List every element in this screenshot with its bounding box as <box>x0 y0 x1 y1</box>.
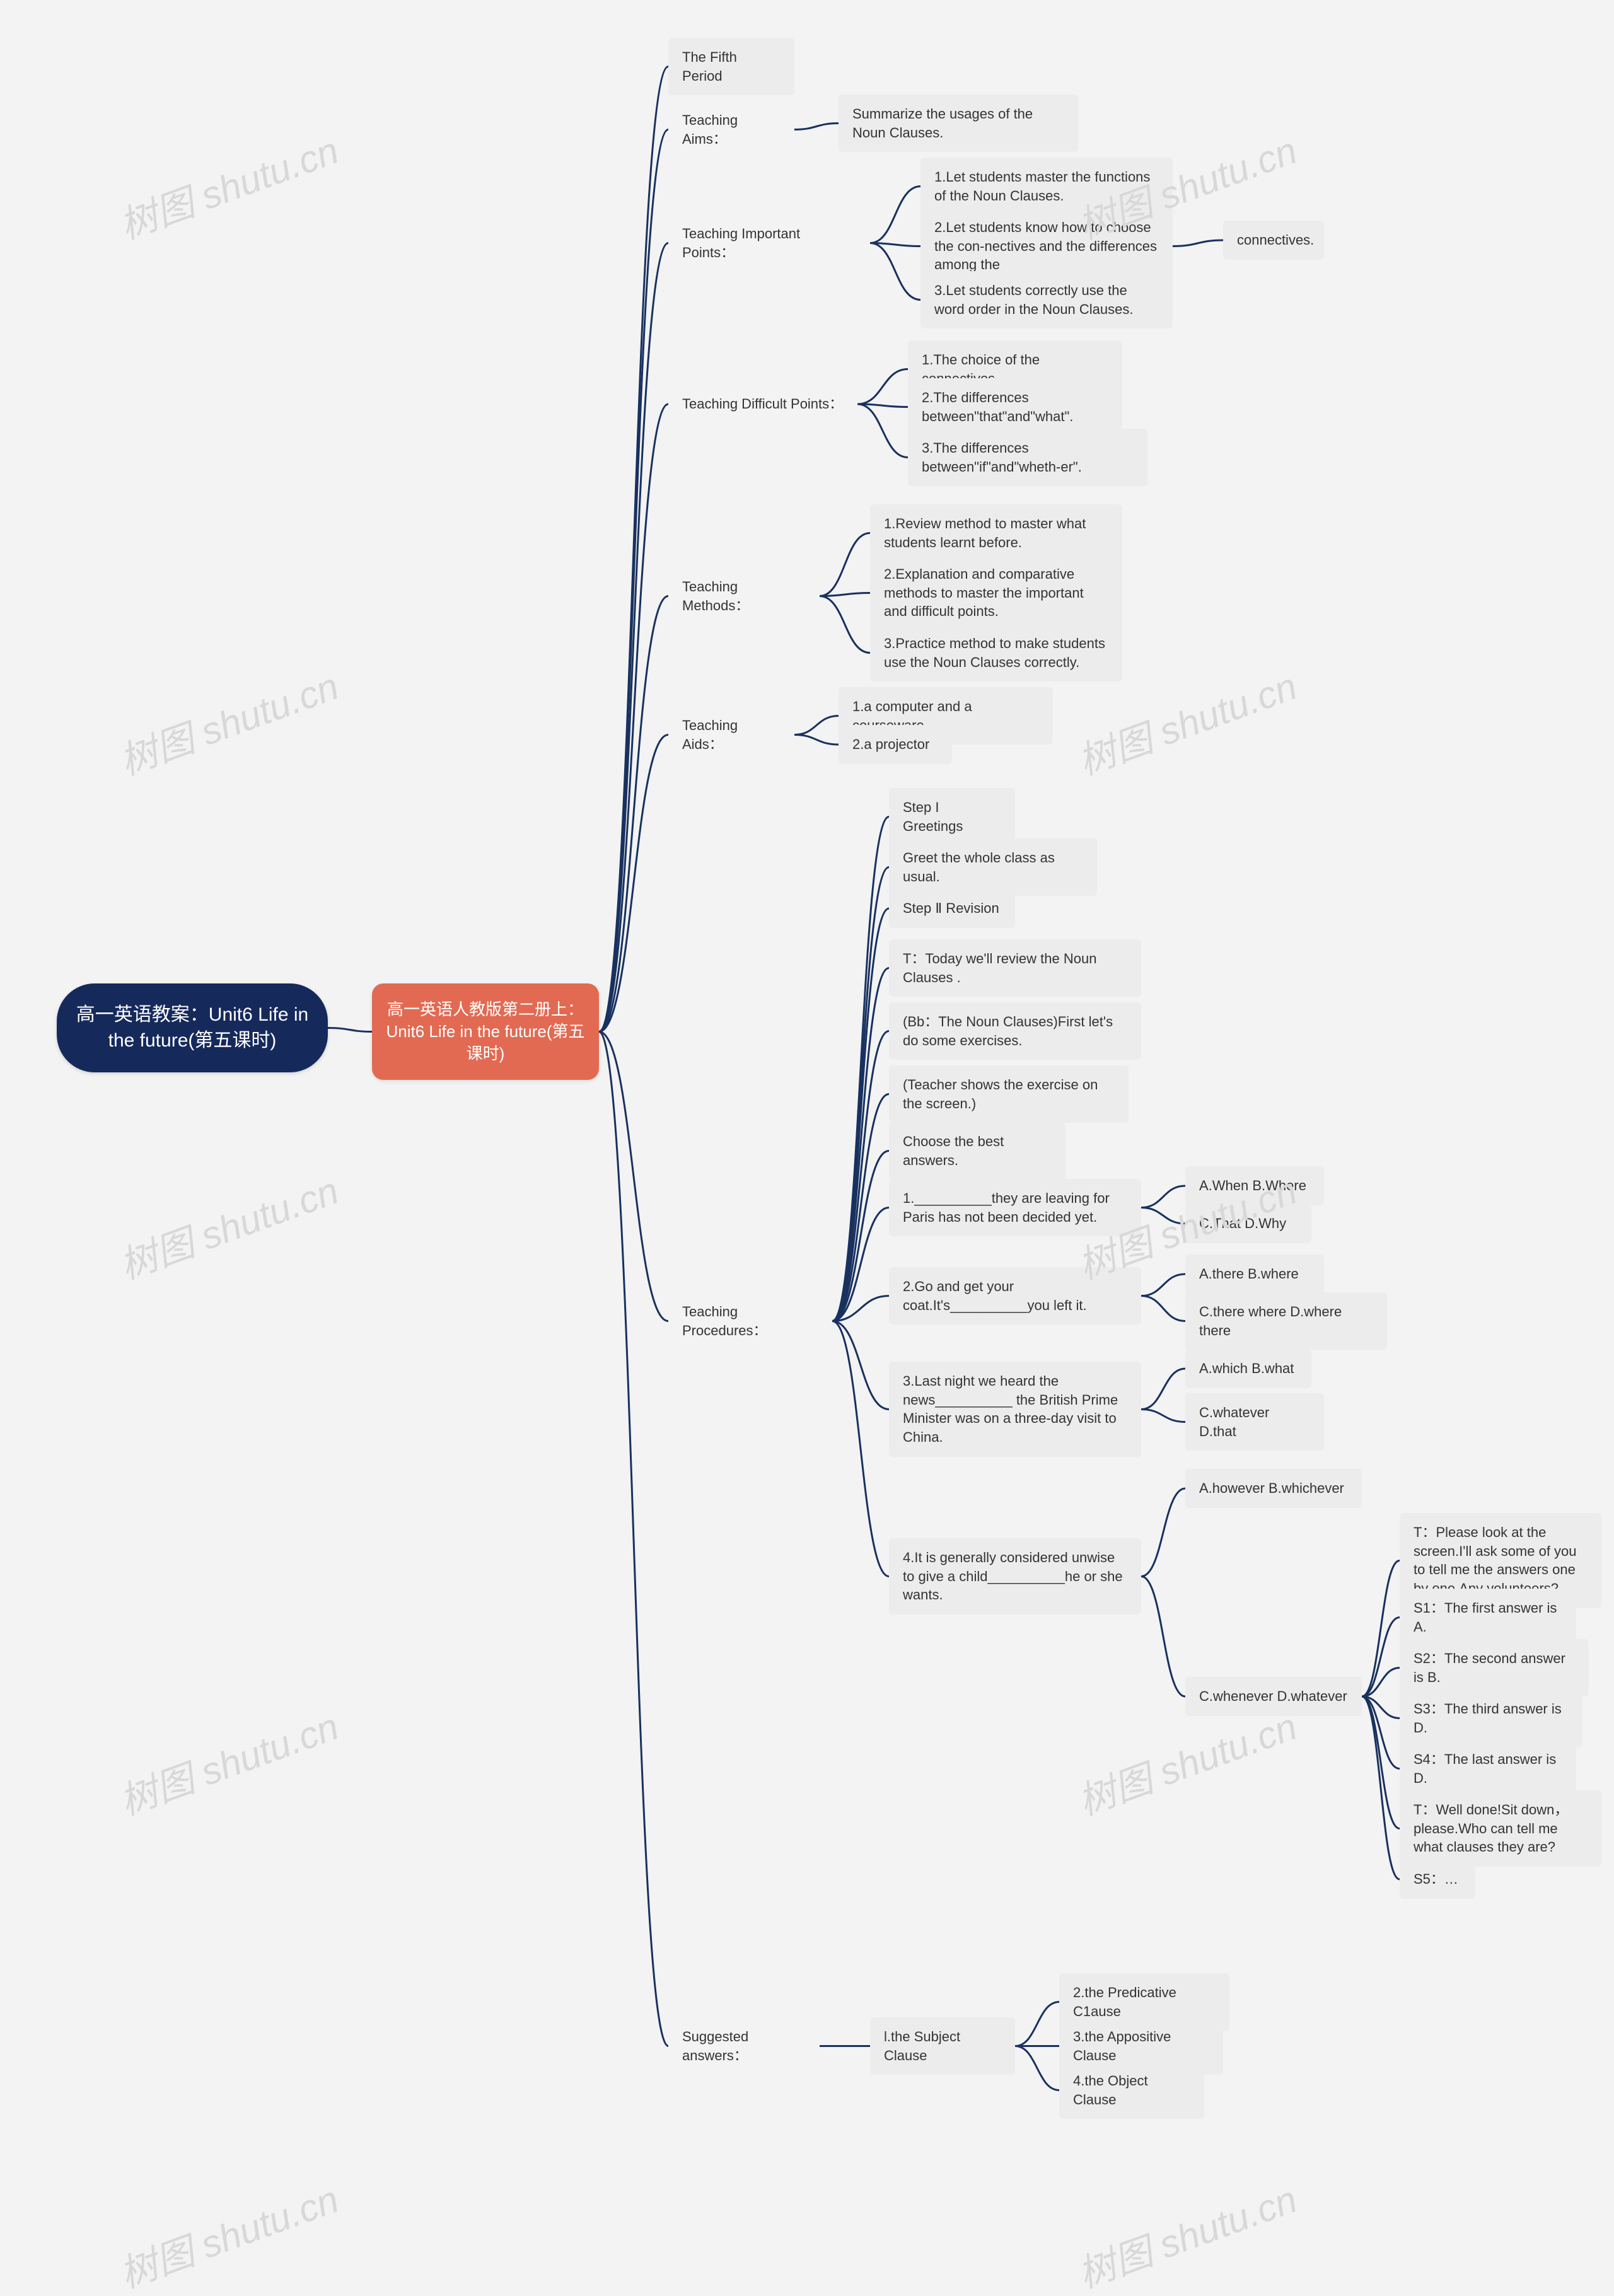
node-l3-4-2: 3.Practice method to make students use t… <box>870 624 1122 681</box>
node-l2-1: Teaching Aims： <box>668 101 794 158</box>
watermark: 树图 shutu.cn <box>111 120 345 250</box>
connector-layer <box>0 0 1614 2296</box>
node-l3-1-0: Summarize the usages of the Noun Clauses… <box>839 95 1078 152</box>
node-l5-2: S2：The second answer is B. <box>1400 1639 1589 1696</box>
mindmap-canvas: 高一英语教案：Unit6 Life in the future(第五课时) 高一英… <box>0 0 1614 2296</box>
node-l4-2-1-0: connectives. <box>1223 221 1324 260</box>
node-l3-6-5: (Teacher shows the exercise on the scree… <box>889 1065 1129 1123</box>
watermark: 树图 shutu.cn <box>111 1696 345 1826</box>
node-l3-6-7: 1.__________they are leaving for Paris h… <box>889 1179 1141 1236</box>
node-l3-6-2: Step Ⅱ Revision <box>889 889 1015 928</box>
node-l3-4-0: 1.Review method to master what students … <box>870 504 1122 562</box>
node-l5-5: T：Well done!Sit down，please.Who can tell… <box>1400 1790 1601 1867</box>
node-l5-6: S5：… <box>1400 1860 1475 1899</box>
node-l3-2-0: 1.Let students master the functions of t… <box>920 158 1173 215</box>
node-l3-2-2: 3.Let students correctly use the word or… <box>920 271 1173 328</box>
node-l3-6-9: 3.Last night we heard the news__________… <box>889 1362 1141 1457</box>
node-sub: 高一英语人教版第二册上：Unit6 Life in the future(第五课… <box>372 983 599 1080</box>
node-l3-5-1: 2.a projector <box>839 725 952 764</box>
node-l4-6-9-0: A.which B.what <box>1185 1349 1311 1388</box>
node-l5-1: S1：The first answer is A. <box>1400 1589 1576 1646</box>
watermark: 树图 shutu.cn <box>111 2169 345 2296</box>
node-l2-7: Suggested answers： <box>668 2017 820 2075</box>
node-l4-6-9-1: C.whatever D.that <box>1185 1393 1324 1451</box>
node-l4-6-7-0: A.When B.Where <box>1185 1166 1324 1205</box>
node-l3-6-3: T：Today we'll review the Noun Clauses . <box>889 939 1141 997</box>
node-l4-6-8-0: A.there B.where <box>1185 1255 1324 1294</box>
node-l5-4: S4：The last answer is D. <box>1400 1740 1576 1797</box>
node-l2-0: The Fifth Period <box>668 38 794 95</box>
node-root: 高一英语教案：Unit6 Life in the future(第五课时) <box>57 983 328 1072</box>
node-l3-6-6: Choose the best answers. <box>889 1122 1065 1180</box>
watermark: 树图 shutu.cn <box>111 656 345 786</box>
node-l3-7-0: l.the Subject Clause <box>870 2017 1015 2075</box>
node-l2-5: Teaching Aids： <box>668 706 794 763</box>
node-l3-4-1: 2.Explanation and comparative methods to… <box>870 555 1122 631</box>
node-l4-6-10-1: C.whenever D.whatever <box>1185 1677 1362 1716</box>
node-l3-6-8: 2.Go and get your coat.It's__________you… <box>889 1267 1141 1325</box>
node-l4-6-8-1: C.there where D.where there <box>1185 1292 1387 1350</box>
node-l3-3-2: 3.The differences between"if"and"wheth-e… <box>908 429 1147 486</box>
node-l3-6-10: 4.It is generally considered unwise to g… <box>889 1538 1141 1615</box>
node-l2-4: Teaching Methods： <box>668 567 820 625</box>
node-l3-3-1: 2.The differences between"that"and"what"… <box>908 378 1122 436</box>
node-l2-3: Teaching Difficult Points： <box>668 385 857 424</box>
node-l5-3: S3：The third answer is D. <box>1400 1690 1582 1747</box>
node-l3-6-4: (Bb：The Noun Clauses)First let's do some… <box>889 1002 1141 1060</box>
node-l4-6-7-1: C.That D.Why <box>1185 1204 1311 1243</box>
node-l2-2: Teaching Important Points： <box>668 214 870 272</box>
watermark: 树图 shutu.cn <box>1069 2169 1303 2296</box>
watermark: 树图 shutu.cn <box>111 1160 345 1290</box>
node-l3-6-1: Greet the whole class as usual. <box>889 838 1097 896</box>
node-l4-7-2: 4.the Object Clause <box>1059 2061 1204 2119</box>
node-l2-6: Teaching Procedures： <box>668 1292 832 1350</box>
node-l4-6-10-0: A.however B.whichever <box>1185 1469 1362 1508</box>
node-l3-6-0: Step I Greetings <box>889 788 1015 845</box>
